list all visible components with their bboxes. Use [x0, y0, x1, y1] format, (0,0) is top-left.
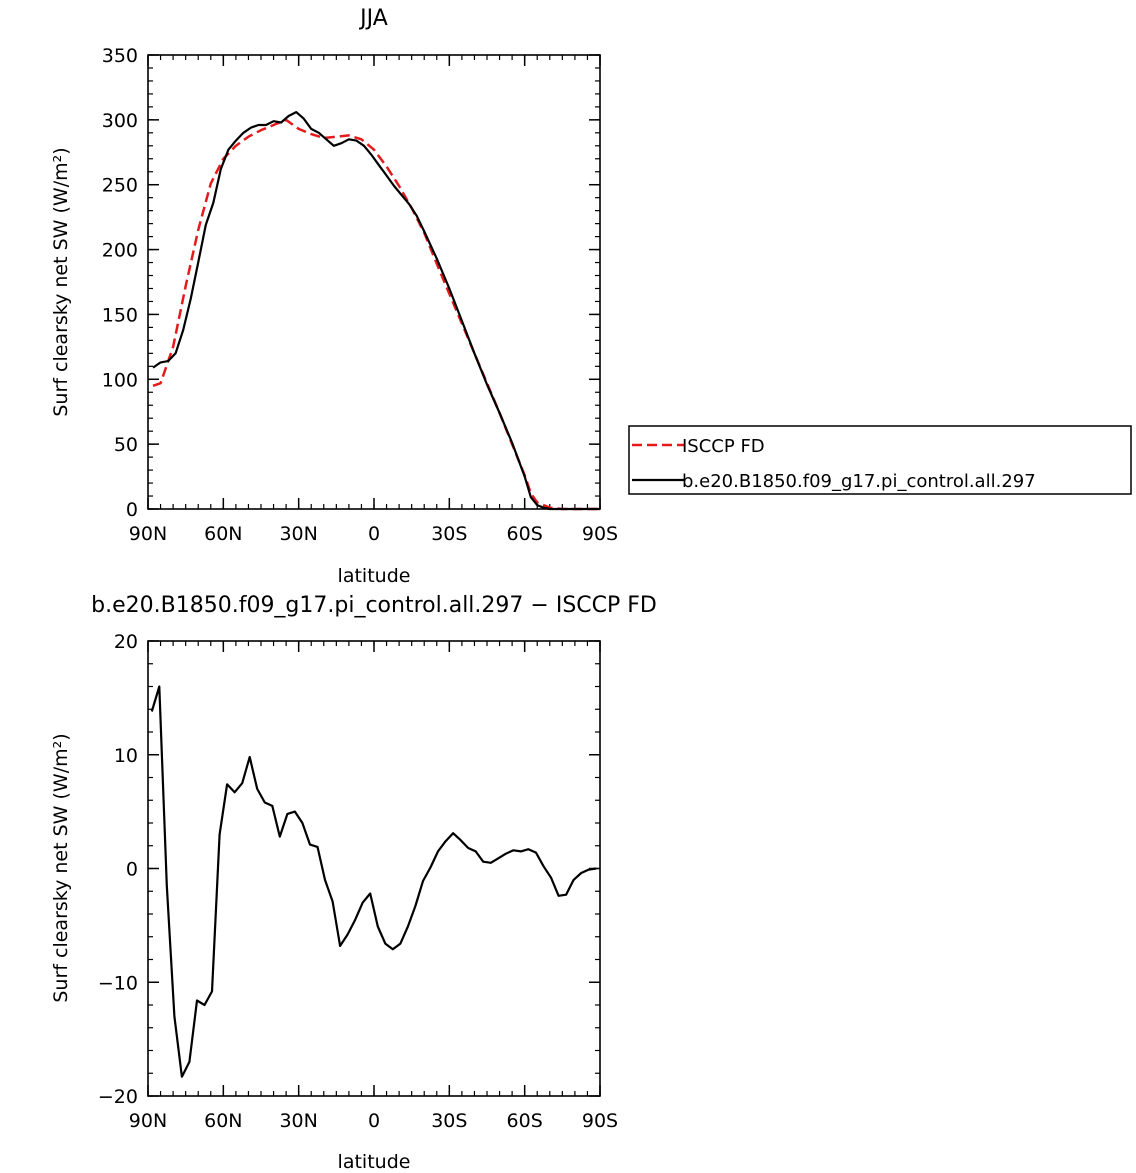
- legend-label-model: b.e20.B1850.f09_g17.pi_control.all.297: [682, 471, 1036, 492]
- bottom-y-tick-label: −10: [98, 972, 138, 994]
- bottom-panel-y-axis-label: Surf clearsky net SW (W/m²): [50, 733, 72, 1002]
- top-x-tick-label: 30S: [431, 523, 467, 545]
- bottom-panel-title: b.e20.B1850.f09_g17.pi_control.all.297 −…: [91, 593, 657, 618]
- top-panel-lines: [152, 110, 600, 511]
- top-panel-x-axis-label: latitude: [338, 565, 411, 587]
- top-series-line-1: [152, 110, 600, 511]
- bottom-x-tick-label: 90N: [129, 1110, 167, 1132]
- bottom-y-tick-label: −20: [98, 1086, 138, 1108]
- top-x-tick-label: 30N: [279, 523, 317, 545]
- top-panel-title: JJA: [358, 6, 388, 31]
- bottom-panel-lines: [150, 685, 597, 1078]
- top-x-tick-label: 90S: [582, 523, 618, 545]
- top-x-tick-label: 0: [368, 523, 380, 545]
- top-panel-ticks: 90N 60N 30N 0 30S 60S 90S 0 50 100 150 200 250 300 350: [102, 45, 618, 545]
- top-y-tick-label: 50: [114, 434, 138, 456]
- top-series-line-0: [152, 118, 600, 511]
- bottom-x-tick-label: 30N: [279, 1110, 317, 1132]
- bottom-y-tick-label: 10: [114, 745, 138, 767]
- legend: ISCCP FD b.e20.B1850.f09_g17.pi_control.…: [628, 425, 1132, 495]
- bottom-panel: b.e20.B1850.f09_g17.pi_control.all.297 −…: [50, 593, 657, 1173]
- bottom-panel-ticks: 90N 60N 30N 0 30S 60S 90S −20 −10 0 10 20: [98, 631, 618, 1132]
- bottom-x-tick-label: 30S: [431, 1110, 467, 1132]
- top-y-tick-label: 250: [102, 175, 138, 197]
- bottom-series-line-0: [150, 685, 597, 1078]
- top-y-tick-label: 100: [102, 369, 138, 391]
- top-y-tick-label: 0: [126, 499, 138, 521]
- bottom-x-tick-label: 0: [368, 1110, 380, 1132]
- bottom-y-tick-label: 20: [114, 631, 138, 653]
- top-x-tick-label: 90N: [129, 523, 167, 545]
- top-y-tick-label: 350: [102, 45, 138, 67]
- top-x-tick-label: 60S: [507, 523, 543, 545]
- legend-label-isccp: ISCCP FD: [682, 436, 765, 457]
- top-panel-y-axis-label: Surf clearsky net SW (W/m²): [50, 147, 72, 416]
- bottom-panel-x-axis-label: latitude: [338, 1151, 411, 1173]
- bottom-x-tick-label: 60N: [204, 1110, 242, 1132]
- bottom-y-tick-label: 0: [126, 859, 138, 881]
- bottom-plot-frame: [147, 640, 601, 1097]
- bottom-x-tick-label: 90S: [582, 1110, 618, 1132]
- top-plot-frame: [147, 54, 601, 510]
- top-y-tick-label: 150: [102, 304, 138, 326]
- legend-box: [628, 425, 1132, 495]
- top-panel: JJA 90N 60N 30N 0 30S 60S 90S 0 50 100 150 200 250 30…: [50, 6, 618, 587]
- top-y-tick-label: 300: [102, 110, 138, 132]
- bottom-x-tick-label: 60S: [507, 1110, 543, 1132]
- top-y-tick-label: 200: [102, 240, 138, 262]
- top-x-tick-label: 60N: [204, 523, 242, 545]
